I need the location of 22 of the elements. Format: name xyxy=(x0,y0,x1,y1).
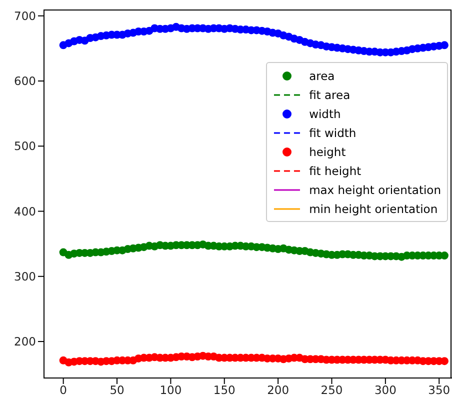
y-tick-label: 200 xyxy=(14,334,36,349)
x-tick-label: 300 xyxy=(374,383,396,398)
x-tick-label: 100 xyxy=(160,383,182,398)
legend-label: width xyxy=(309,106,341,120)
legend-label: max height orientation xyxy=(309,182,441,196)
y-tick-label: 600 xyxy=(14,74,36,88)
legend-label: fit area xyxy=(309,88,350,102)
x-tick-label: 200 xyxy=(267,383,290,398)
y-tick-label: 400 xyxy=(14,204,36,218)
legend-label: height xyxy=(309,144,346,158)
legend-label: fit height xyxy=(309,164,362,178)
y-tick-label: 700 xyxy=(14,8,36,23)
y-tick-label: 500 xyxy=(14,139,36,154)
y-tick-label: 300 xyxy=(14,269,36,284)
legend-label: min height orientation xyxy=(309,202,438,216)
x-tick-label: 350 xyxy=(428,383,450,398)
x-tick-label: 50 xyxy=(110,383,124,398)
x-tick-label: 250 xyxy=(320,383,343,398)
x-tick-label: 150 xyxy=(213,383,236,398)
legend-label: fit width xyxy=(309,126,356,140)
x-tick-label: 0 xyxy=(60,383,67,398)
legend-label: area xyxy=(309,68,335,82)
